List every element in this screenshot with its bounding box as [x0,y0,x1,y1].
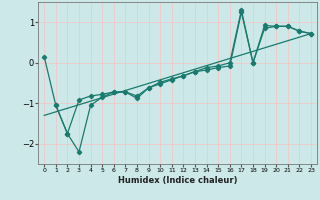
X-axis label: Humidex (Indice chaleur): Humidex (Indice chaleur) [118,176,237,185]
